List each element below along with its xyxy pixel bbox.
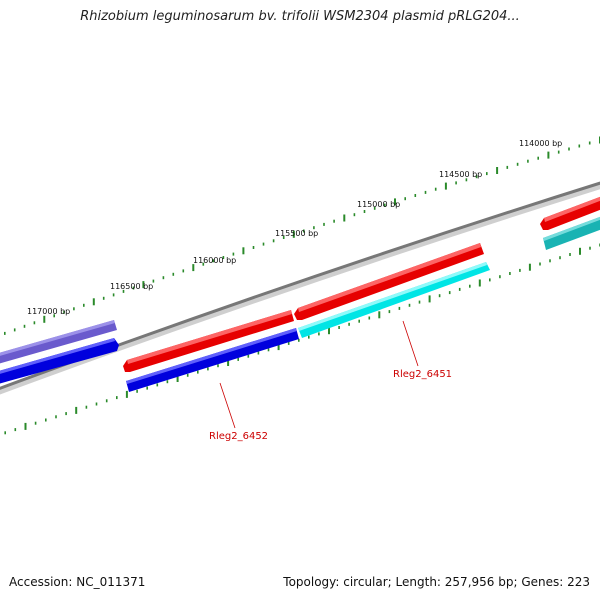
gene-blue-left[interactable] [0, 338, 119, 384]
map-title: Rhizobium leguminosarum bv. trifolii WSM… [80, 9, 520, 24]
gene-label-line [219, 382, 236, 429]
ruler-label: 114500 bp [439, 170, 482, 179]
gene-slate-blue-left[interactable] [0, 320, 117, 364]
inner-ruler-ticks [4, 243, 600, 435]
gene-label-line [402, 320, 419, 367]
ruler-label: 116000 bp [193, 256, 236, 265]
outer-ruler-ticks [4, 136, 600, 335]
gene-red-rleg2-6451[interactable] [294, 243, 484, 320]
ruler-label: 114000 bp [519, 139, 562, 148]
accession-text: Accession: NC_011371 [9, 575, 146, 589]
gene-label-rleg2-6451[interactable]: Rleg2_6451 [393, 369, 452, 380]
ruler-label: 115500 bp [275, 229, 318, 238]
summary-text: Topology: circular; Length: 257,956 bp; … [283, 575, 590, 589]
gene-blue-rleg2-6452[interactable] [126, 328, 299, 392]
ruler-label: 115000 bp [357, 200, 400, 209]
gene-red-rleg2-6452[interactable] [123, 310, 294, 372]
ruler-label: 116500 bp [110, 282, 153, 291]
gene-label-rleg2-6452[interactable]: Rleg2_6452 [209, 431, 268, 442]
gene-red-right[interactable] [540, 195, 600, 230]
gene-cyan-rleg2-6451[interactable] [298, 262, 490, 338]
plasmid-backbone [0, 182, 600, 395]
gene-teal-right[interactable] [543, 215, 600, 250]
ruler-label: 117000 bp [27, 307, 70, 316]
